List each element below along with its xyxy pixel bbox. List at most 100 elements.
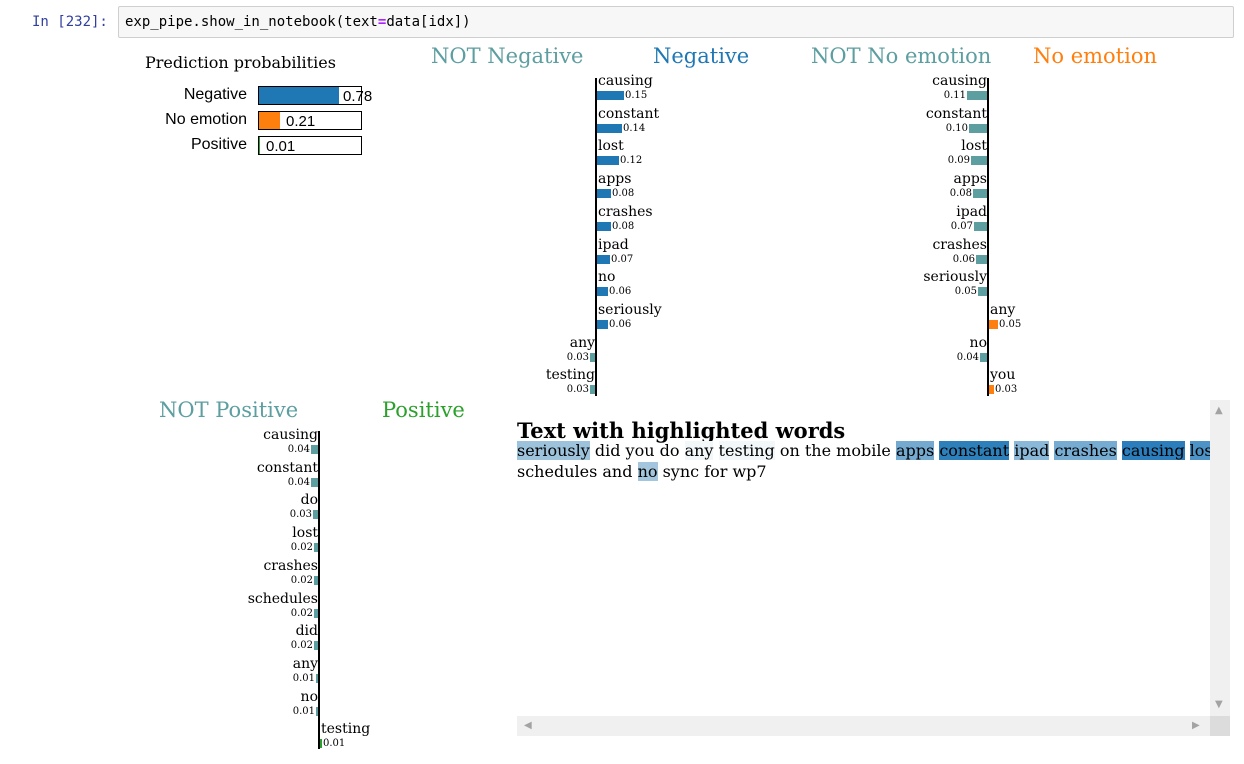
feature-value: 0.04 <box>287 476 310 488</box>
probability-label: No emotion <box>165 111 247 128</box>
probability-bar: 0.78 <box>258 86 372 105</box>
feature-value: 0.02 <box>290 574 313 586</box>
probability-bar: 0.21 <box>258 111 362 130</box>
feature-word: crashes <box>932 236 987 253</box>
feature-word: did <box>295 623 318 640</box>
feature-bar <box>597 254 610 264</box>
feature-word: causing <box>598 73 653 89</box>
probability-label: Negative <box>183 86 247 103</box>
feature-value: 0.01 <box>323 738 346 750</box>
vertical-scrollbar[interactable]: ▲ ▼ <box>1210 400 1230 716</box>
probability-row: No emotion 0.21 <box>120 110 380 130</box>
feature-word: crashes <box>598 203 653 220</box>
feature-word: schedules <box>247 590 318 607</box>
feature-bar <box>974 221 987 231</box>
class-title-not: NOT Positive <box>159 398 299 422</box>
feature-bar <box>978 287 987 297</box>
feature-word: do <box>300 492 318 509</box>
feature-bar <box>597 156 619 166</box>
feature-value: 0.05 <box>999 318 1022 330</box>
code-text: exp_pipe.show_in_notebook(text=data[idx]… <box>125 14 471 30</box>
probability-bar-fill <box>259 87 339 104</box>
feature-word: constant <box>598 105 660 122</box>
feature-word: no <box>300 688 318 705</box>
highlighted-word: seriously <box>517 441 590 460</box>
probability-row: Positive 0.01 <box>120 135 380 155</box>
feature-word: ipad <box>956 203 987 220</box>
plain-text: and <box>597 462 638 481</box>
feature-bar <box>313 510 318 520</box>
feature-word: apps <box>598 171 632 188</box>
feature-bar <box>590 352 595 362</box>
code-part: data[idx]) <box>386 14 471 30</box>
plain-text: sync for wp7 <box>657 462 767 481</box>
scroll-left-icon[interactable]: ◀ <box>524 720 532 731</box>
feature-value: 0.02 <box>290 640 313 652</box>
feature-bar <box>597 287 608 297</box>
feature-word: apps <box>953 171 987 188</box>
feature-bar <box>973 189 987 199</box>
scroll-up-icon[interactable]: ▲ <box>1215 405 1223 416</box>
cell-prompt: In [232]: <box>32 14 108 30</box>
feature-word: seriously <box>598 301 662 318</box>
feature-bar <box>311 445 318 454</box>
feature-bar <box>320 739 322 749</box>
feature-value: 0.01 <box>292 672 315 684</box>
feature-bar <box>597 123 622 133</box>
probability-value: 0.21 <box>286 113 316 130</box>
prediction-title: Prediction probabilities <box>145 53 336 72</box>
feature-bar <box>597 189 611 199</box>
feature-bar <box>314 575 318 585</box>
code-cell-input[interactable]: exp_pipe.show_in_notebook(text=data[idx]… <box>118 6 1234 38</box>
feature-bar <box>989 319 998 329</box>
class-title: Negative <box>653 44 750 68</box>
feature-word: you <box>990 367 1016 384</box>
probability-label: Positive <box>190 136 247 153</box>
feature-value: 0.09 <box>947 155 970 167</box>
feature-value: 0.06 <box>952 253 975 265</box>
feature-value: 0.05 <box>954 286 977 298</box>
feature-word: lost <box>961 138 987 155</box>
feature-value: 0.03 <box>566 384 589 396</box>
feature-bar <box>590 385 595 395</box>
feature-bar <box>971 156 987 166</box>
feature-value: 0.07 <box>611 253 634 265</box>
probability-row: Negative 0.78 <box>120 85 380 105</box>
highlighted-word: ipad <box>1014 441 1050 460</box>
feature-bar <box>316 706 318 716</box>
scroll-down-icon[interactable]: ▼ <box>1215 699 1223 710</box>
feature-bar <box>597 221 611 231</box>
feature-axis <box>595 78 597 396</box>
feature-value: 0.02 <box>290 607 313 619</box>
probability-value: 0.01 <box>266 138 296 155</box>
feature-word: lost <box>598 138 624 155</box>
feature-value: 0.12 <box>620 155 643 167</box>
highlighted-word: causing <box>1121 441 1185 460</box>
feature-value: 0.06 <box>609 318 632 330</box>
feature-bar <box>967 91 987 100</box>
plain-text: schedules <box>517 462 598 481</box>
feature-bar <box>980 352 987 362</box>
feature-value: 0.03 <box>995 384 1018 396</box>
feature-bar <box>597 91 624 100</box>
feature-axis <box>987 78 989 396</box>
feature-value: 0.03 <box>289 509 312 521</box>
code-part: exp_pipe.show_in_notebook(text <box>125 14 378 30</box>
plain-text: did you do <box>594 441 685 460</box>
feature-bar <box>989 385 994 395</box>
feature-axis <box>318 431 320 749</box>
feature-value: 0.04 <box>287 444 310 455</box>
probability-bar: 0.01 <box>258 136 362 155</box>
feature-bar <box>314 543 318 553</box>
horizontal-scrollbar[interactable]: ◀ ▶ <box>517 716 1210 736</box>
feature-value: 0.03 <box>566 351 589 363</box>
feature-value: 0.08 <box>612 220 635 232</box>
highlighted-word: constant <box>939 441 1010 460</box>
scroll-right-icon[interactable]: ▶ <box>1192 720 1200 731</box>
feature-value: 0.04 <box>956 351 979 363</box>
highlighted-word: apps <box>895 441 935 460</box>
feature-word: crashes <box>263 557 318 574</box>
feature-value: 0.14 <box>623 122 646 134</box>
feature-word: no <box>598 269 616 286</box>
feature-value: 0.02 <box>290 542 313 554</box>
